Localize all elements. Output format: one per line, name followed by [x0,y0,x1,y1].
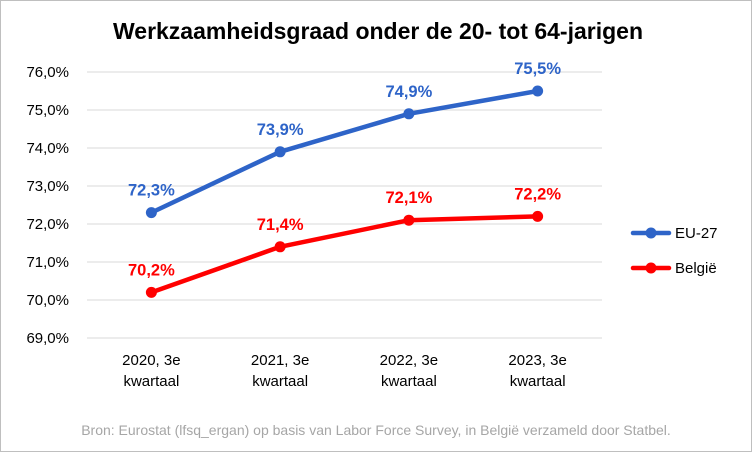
legend-item[interactable]: België [630,260,717,277]
legend-label: EU-27 [675,225,718,242]
x-tick-label-line: kwartaal [252,373,308,390]
y-tick-label: 74,0% [26,140,69,157]
data-point [532,210,544,222]
y-tick-label: 70,0% [26,292,69,309]
x-tick-label-line: 2020, 3e [122,352,180,369]
legend[interactable]: EU-27 België [630,225,718,277]
data-point [403,108,415,120]
data-point [145,207,157,219]
source-note: Bron: Eurostat (lfsq_ergan) op basis van… [81,422,671,438]
data-label: 72,3% [128,182,175,200]
data-label: 74,9% [385,83,432,101]
series-layer [145,85,544,298]
y-tick-label: 76,0% [26,64,69,81]
x-tick-label-line: kwartaal [381,373,437,390]
legend-marker-icon [645,227,657,239]
data-label: 73,9% [257,121,304,139]
legend-label: België [675,260,717,277]
data-label: 75,5% [514,60,561,78]
x-tick-label: 2022, 3e kwartaal [380,352,438,390]
x-tick-label-line: kwartaal [510,373,566,390]
data-point [145,286,157,298]
x-tick-label-line: 2021, 3e [251,352,309,369]
x-tick-label: 2020, 3e kwartaal [122,352,180,390]
data-label: 71,4% [257,216,304,234]
y-axis-ticks: 69,0% 70,0% 71,0% 72,0% 73,0% 74,0% 75,0% 76,0% [26,64,69,347]
y-tick-label: 75,0% [26,102,69,119]
data-labels: 72,3% 73,9% 74,9% 75,5% 70,2% 71,4% 72,1% 72,2% [128,60,561,279]
data-point [274,146,286,158]
data-point [403,214,415,226]
data-label: 70,2% [128,261,175,279]
series-line-België [149,214,540,295]
x-tick-label: 2023, 3e kwartaal [508,352,566,390]
y-tick-label: 72,0% [26,216,69,233]
legend-marker-icon [645,262,657,274]
chart-title: Werkzaamheidsgraad onder de 20- tot 64-j… [113,18,643,44]
x-tick-label-line: kwartaal [123,373,179,390]
data-label: 72,1% [385,189,432,207]
x-tick-label-line: 2023, 3e [508,352,566,369]
y-tick-label: 73,0% [26,178,69,195]
x-tick-label-line: 2022, 3e [380,352,438,369]
data-point [532,85,544,97]
x-tick-label: 2021, 3e kwartaal [251,352,309,390]
gridlines [87,71,602,339]
y-tick-label: 69,0% [26,330,69,347]
legend-item[interactable]: EU-27 [630,225,718,242]
data-label: 72,2% [514,185,561,203]
data-point [274,241,286,253]
series-line-EU-27 [149,88,540,215]
y-tick-label: 71,0% [26,254,69,271]
